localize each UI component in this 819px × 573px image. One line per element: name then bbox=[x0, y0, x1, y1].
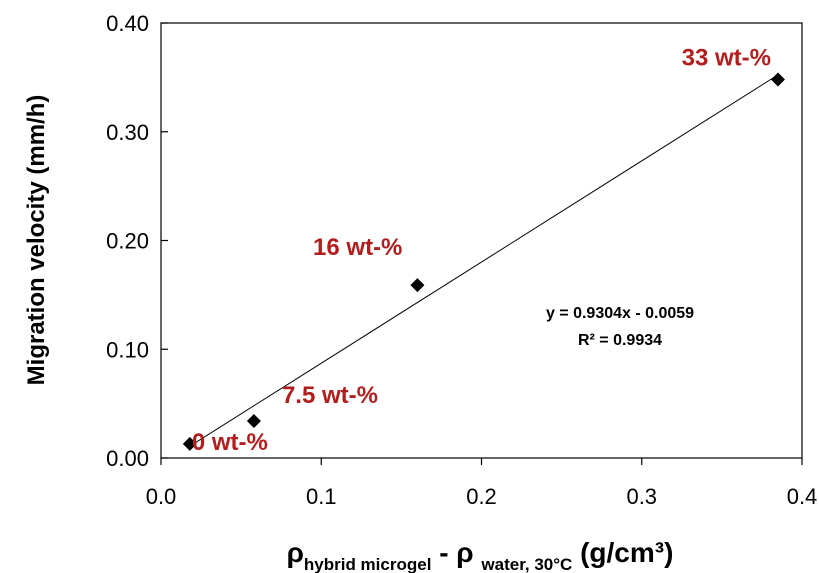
x-axis-title-sub2: water, 30°C bbox=[480, 555, 572, 573]
x-tick-label: 0.3 bbox=[626, 484, 657, 509]
y-tick-label: 0.00 bbox=[106, 446, 149, 471]
data-point-marker bbox=[410, 278, 425, 293]
trendline-equation: y = 0.9304x - 0.0059 bbox=[546, 305, 694, 322]
trendline-group bbox=[189, 74, 779, 447]
x-tick-label: 0.4 bbox=[787, 484, 818, 509]
point-annotation: 7.5 wt-% bbox=[282, 382, 378, 409]
x-tick-label: 0.1 bbox=[306, 484, 337, 509]
y-axis-title: Migration velocity (mm/h) bbox=[23, 95, 50, 386]
linear-trendline bbox=[189, 74, 779, 447]
y-tick-label: 0.40 bbox=[106, 11, 149, 36]
y-tick-label: 0.30 bbox=[106, 120, 149, 145]
x-axis-ticks: 0.0 0.1 0.2 0.3 0.4 bbox=[146, 458, 818, 509]
point-annotation: 0 wt-% bbox=[192, 429, 268, 456]
x-axis-title-sub1: hybrid microgel bbox=[304, 555, 432, 573]
x-axis-title: ρhybrid microgel - ρ water, 30°C (g/cm³) bbox=[287, 537, 674, 573]
data-point-marker bbox=[770, 72, 785, 87]
data-point-marker bbox=[182, 436, 197, 451]
x-axis-title-mid: - ρ bbox=[431, 537, 481, 568]
data-point-marker bbox=[246, 414, 261, 429]
y-tick-label: 0.10 bbox=[106, 337, 149, 362]
x-tick-label: 0.2 bbox=[466, 484, 497, 509]
trendline-r-squared: R² = 0.9934 bbox=[578, 332, 662, 349]
y-axis-ticks: 0.00 0.10 0.20 0.30 0.40 bbox=[106, 11, 168, 471]
y-tick-label: 0.20 bbox=[106, 229, 149, 254]
x-axis-title-rho1: ρ bbox=[287, 537, 304, 568]
data-points bbox=[182, 72, 785, 451]
point-labels: 0 wt-% 7.5 wt-% 16 wt-% 33 wt-% bbox=[192, 45, 771, 456]
x-tick-label: 0.0 bbox=[146, 484, 177, 509]
point-annotation: 33 wt-% bbox=[682, 45, 771, 72]
plot-area bbox=[160, 22, 803, 459]
point-annotation: 16 wt-% bbox=[313, 234, 402, 261]
x-axis-title-units: (g/cm³) bbox=[572, 537, 673, 568]
